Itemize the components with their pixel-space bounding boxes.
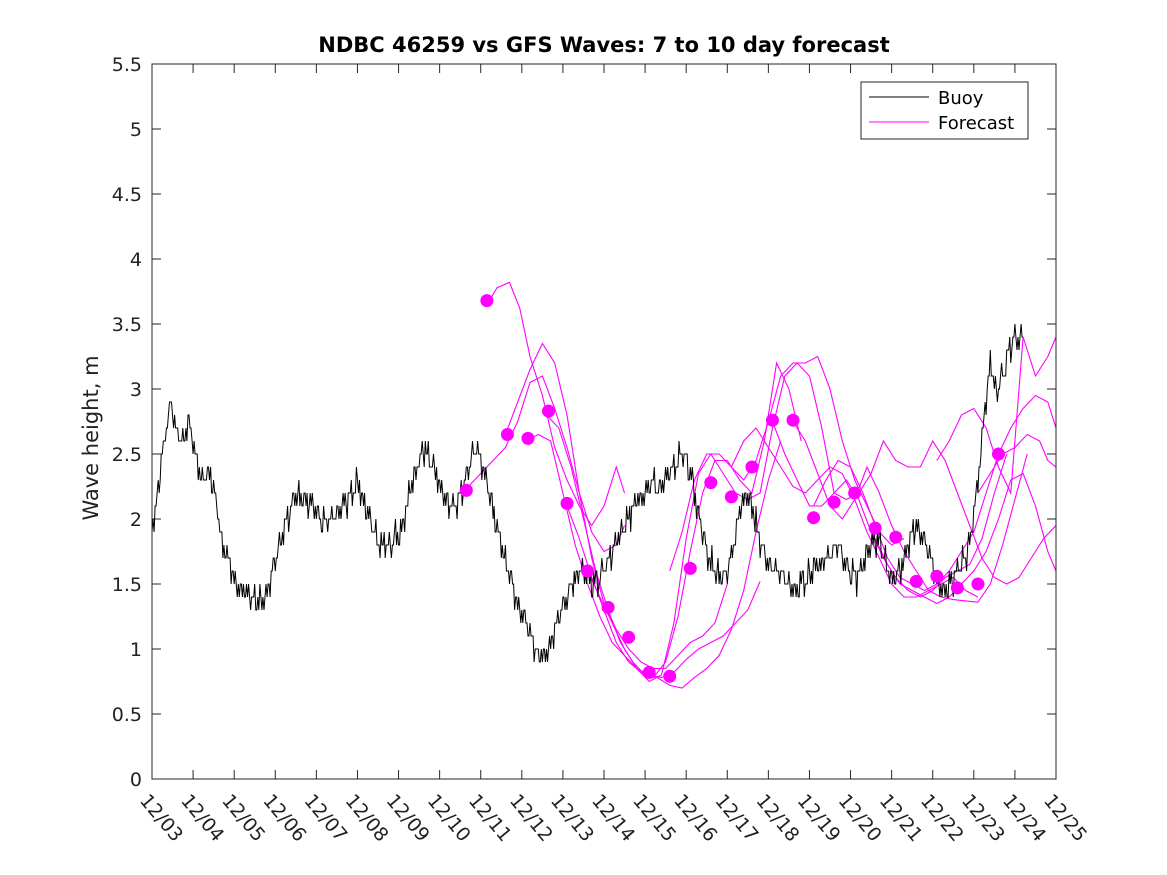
y-axis-label: Wave height, m xyxy=(79,355,103,520)
x-tick-label: 12/08 xyxy=(341,790,393,846)
forecast-marker xyxy=(807,511,821,525)
y-tick-label: 2 xyxy=(130,509,142,531)
y-tick-label: 5 xyxy=(130,119,142,141)
forecast-line xyxy=(486,281,626,527)
y-tick-label: 5.5 xyxy=(112,54,142,76)
legend-box xyxy=(860,81,1029,140)
forecast-marker xyxy=(500,428,514,441)
x-tick-label: 12/12 xyxy=(505,790,557,846)
forecast-marker xyxy=(827,495,841,509)
x-tick-label: 12/04 xyxy=(176,790,228,846)
forecast-marker xyxy=(724,490,738,504)
forecast-line xyxy=(977,433,1057,494)
forecast-marker xyxy=(971,577,985,591)
forecast-line xyxy=(468,375,626,553)
forecast-marker xyxy=(663,669,677,683)
x-tick-label: 12/05 xyxy=(217,790,269,846)
forecast-marker xyxy=(848,486,862,500)
y-tick-label: 0.5 xyxy=(112,704,142,726)
legend-forecast-label: Forecast xyxy=(938,113,1014,134)
forecast-marker xyxy=(581,564,595,578)
forecast-marker xyxy=(642,665,656,679)
x-tick-label: 12/16 xyxy=(669,790,721,846)
x-tick-label: 12/20 xyxy=(834,790,886,846)
forecast-marker xyxy=(909,574,923,588)
forecast-line xyxy=(792,421,1028,603)
forecast-marker xyxy=(868,521,882,535)
x-tick-label: 12/19 xyxy=(793,790,845,846)
y-tick-label: 3.5 xyxy=(112,314,142,336)
y-tick-label: 1 xyxy=(130,639,142,661)
forecast-line xyxy=(833,439,1057,585)
x-tick-label: 12/06 xyxy=(258,790,310,846)
x-tick-label: 12/13 xyxy=(546,790,598,846)
forecast-marker xyxy=(889,530,903,544)
forecast-marker xyxy=(622,630,636,644)
x-tick-label: 12/25 xyxy=(1039,790,1091,846)
forecast-marker xyxy=(991,447,1005,461)
forecast-line xyxy=(874,472,1057,605)
buoy-series xyxy=(151,323,1024,663)
legend: Buoy Forecast xyxy=(860,81,1029,140)
forecast-marker xyxy=(704,476,718,490)
forecast-marker xyxy=(560,496,574,510)
forecast-marker xyxy=(930,569,944,583)
forecast-marker xyxy=(521,431,535,445)
forecast-lines xyxy=(468,281,1057,689)
legend-buoy-label: Buoy xyxy=(938,88,984,109)
y-tick-label: 4 xyxy=(130,249,142,271)
x-tick-label: 12/24 xyxy=(998,790,1050,846)
forecast-marker xyxy=(765,413,779,427)
forecast-line xyxy=(525,433,761,679)
x-tick-label: 12/14 xyxy=(587,790,639,846)
forecast-marker xyxy=(459,483,473,497)
forecast-line xyxy=(504,342,728,670)
forecast-marker xyxy=(786,413,800,427)
x-tick-label: 12/21 xyxy=(875,790,927,846)
forecast-line xyxy=(566,361,802,679)
axes: 00.511.522.533.544.555.512/0312/0412/051… xyxy=(112,54,1091,846)
forecast-marker xyxy=(601,600,615,614)
forecast-marker xyxy=(683,561,697,575)
chart-title: NDBC 46259 vs GFS Waves: 7 to 10 day for… xyxy=(318,33,889,57)
y-tick-label: 3 xyxy=(130,379,142,401)
x-tick-label: 12/23 xyxy=(957,790,1009,846)
y-tick-label: 1.5 xyxy=(112,574,142,596)
x-tick-label: 12/22 xyxy=(916,790,968,846)
forecast-line xyxy=(936,336,1057,496)
forecast-markers xyxy=(459,294,1005,683)
y-tick-label: 2.5 xyxy=(112,444,142,466)
x-tick-label: 12/18 xyxy=(752,790,804,846)
x-tick-label: 12/17 xyxy=(710,790,762,846)
forecast-marker xyxy=(542,404,556,418)
forecast-line xyxy=(546,414,782,689)
forecast-marker xyxy=(950,581,964,595)
x-tick-label: 12/10 xyxy=(423,790,475,846)
y-tick-label: 4.5 xyxy=(112,184,142,206)
buoy-line xyxy=(151,323,1024,663)
plot-frame xyxy=(151,63,1057,780)
forecast-marker xyxy=(480,294,494,308)
y-tick-label: 0 xyxy=(130,769,142,791)
x-tick-label: 12/03 xyxy=(135,790,187,846)
forecast-line xyxy=(669,355,905,572)
x-tick-label: 12/07 xyxy=(300,790,352,846)
x-tick-label: 12/11 xyxy=(464,790,516,846)
x-tick-label: 12/15 xyxy=(628,790,680,846)
forecast-marker xyxy=(745,460,759,474)
x-tick-label: 12/09 xyxy=(382,790,434,846)
